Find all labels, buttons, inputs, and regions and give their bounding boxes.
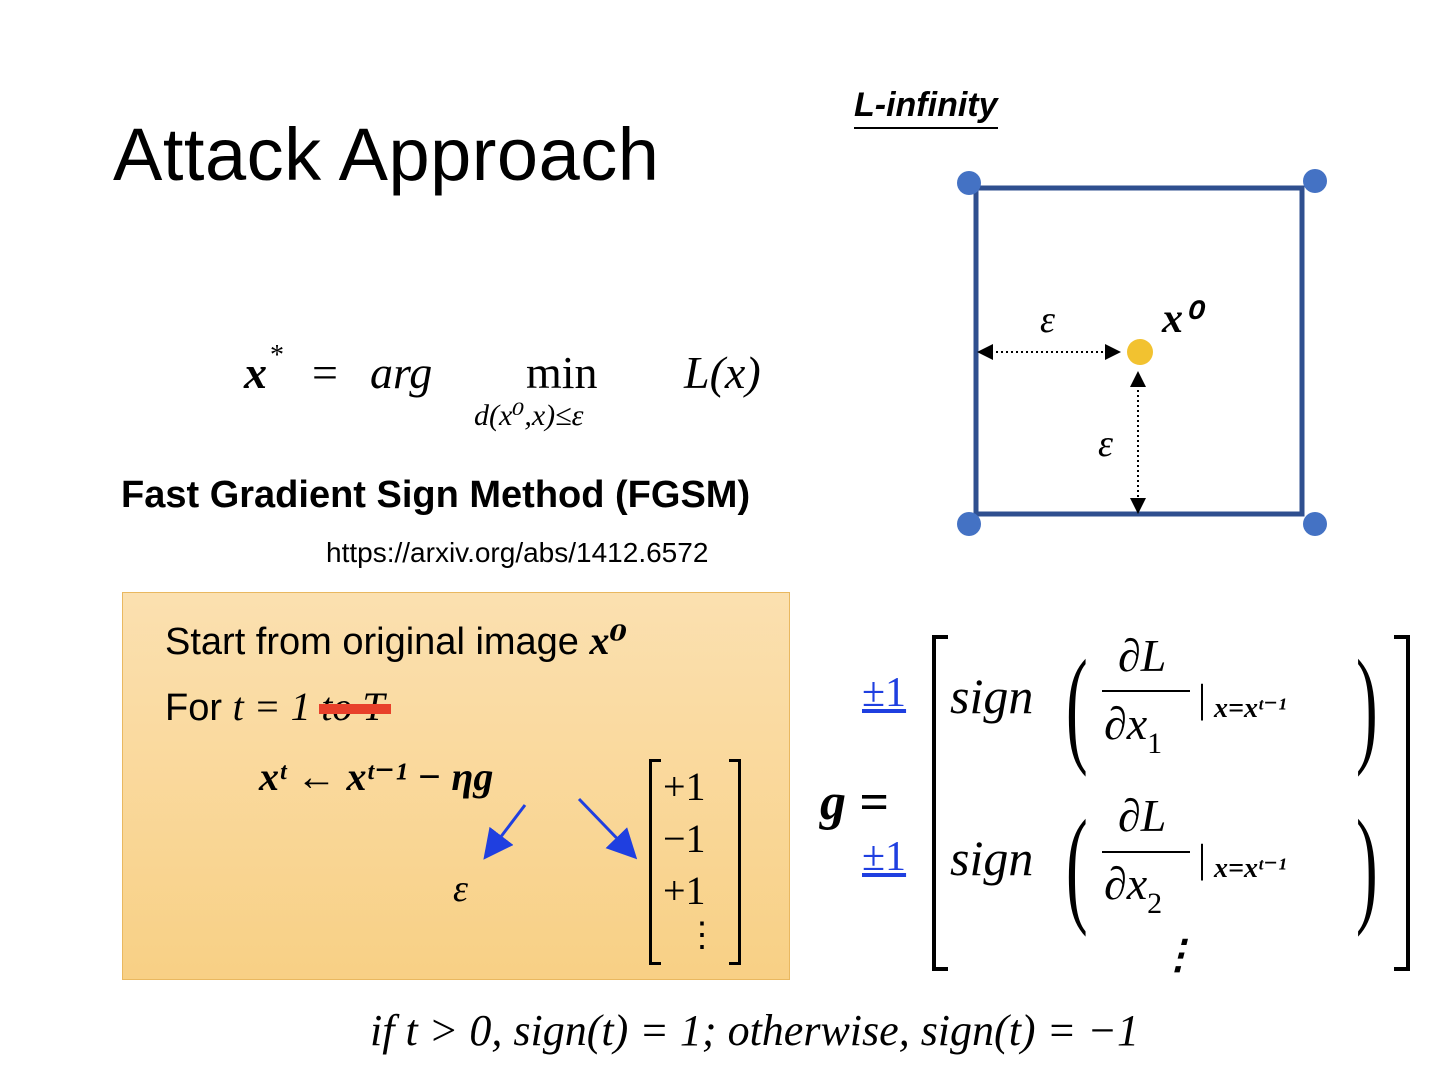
algorithm-line2-text: For xyxy=(165,687,222,729)
objective-lhs-var: x xyxy=(244,347,267,398)
gradient-ellipsis: ⋮ xyxy=(1158,932,1198,977)
objective-loss: L(x) xyxy=(684,347,761,398)
gradient-row2-den: ∂x2 xyxy=(1104,858,1163,920)
slide-title: Attack Approach xyxy=(113,113,660,196)
gradient-row2-eval: x=xᵗ⁻¹ xyxy=(1214,853,1287,884)
gradient-left-bracket xyxy=(932,635,948,971)
gradient-row1-fn: sign xyxy=(950,668,1034,724)
gradient-row2-coef: ±1 xyxy=(862,834,907,880)
method-url-link[interactable]: https://arxiv.org/abs/1412.6572 xyxy=(326,537,709,568)
gradient-row2-num: ∂L xyxy=(1118,790,1167,841)
algorithm-line2-math: t = 1 xyxy=(232,684,311,729)
gradient-row1-fraction-bar xyxy=(1102,690,1190,692)
algorithm-line1-text: Start from original image xyxy=(165,621,579,663)
objective-formula: x * = arg min d(x⁰,x)≤ε L(x) xyxy=(244,340,844,440)
linf-diagram: ε ε x⁰ xyxy=(957,169,1327,536)
algorithm-line1-var: x⁰ xyxy=(589,618,628,663)
origin-point-label: x⁰ xyxy=(1161,296,1206,342)
sign-vector-right-bracket xyxy=(729,759,741,965)
algorithm-line1: Start from original image x⁰ xyxy=(165,617,627,664)
gradient-row2-fn: sign xyxy=(950,830,1034,886)
sign-vector: +1 −1 +1 ⋮ xyxy=(649,759,741,965)
gradient-row2-lparen: ( xyxy=(1066,794,1088,938)
gradient-row1-eval-bar: | xyxy=(1198,676,1207,721)
corner-dot-bottom-right xyxy=(1303,512,1327,536)
corner-dot-top-right xyxy=(1303,169,1327,193)
objective-lhs-sup: * xyxy=(270,340,284,371)
objective-arg: arg xyxy=(370,347,433,398)
objective-constraint: d(x⁰,x)≤ε xyxy=(474,399,584,432)
gradient-row1-num: ∂L xyxy=(1118,630,1167,681)
method-title: Fast Gradient Sign Method (FGSM) xyxy=(121,474,751,516)
corner-dot-bottom-left xyxy=(957,512,981,536)
sign-vector-entry: ⋮ xyxy=(685,917,719,954)
algorithm-line2-struck: to T xyxy=(319,683,391,730)
eps-horizontal-label: ε xyxy=(1040,299,1055,341)
sign-definition: if t > 0, sign(t) = 1; otherwise, sign(t… xyxy=(370,1006,1139,1055)
arrow-to-sign-vector xyxy=(577,797,638,860)
gradient-row2-eval-bar: | xyxy=(1198,836,1207,881)
linf-square xyxy=(973,185,1305,517)
sign-vector-entry: +1 xyxy=(663,764,706,809)
corner-dot-top-left xyxy=(957,171,981,195)
gradient-right-bracket xyxy=(1394,635,1410,971)
gradient-matrix xyxy=(932,635,1410,971)
algorithm-box: Start from original image x⁰ For t = 1 t… xyxy=(122,592,790,980)
sign-vector-entry: +1 xyxy=(663,868,706,913)
gradient-row1-rparen: ) xyxy=(1356,634,1378,778)
arrow-to-epsilon xyxy=(483,804,527,860)
linf-label: L-infinity xyxy=(854,86,998,129)
eta-epsilon-label: ε xyxy=(453,868,468,910)
algorithm-line2: For t = 1 to T xyxy=(165,683,391,730)
gradient-row1-lparen: ( xyxy=(1066,634,1088,778)
origin-point xyxy=(1127,339,1153,365)
gradient-lhs: g = xyxy=(820,774,889,831)
objective-equals: = xyxy=(312,347,338,398)
gradient-row2-rparen: ) xyxy=(1356,794,1378,938)
update-arrows xyxy=(483,797,638,860)
sign-vector-left-bracket xyxy=(649,759,661,965)
update-rule: xᵗ ← xᵗ⁻¹ − ηg xyxy=(259,754,494,799)
objective-min: min xyxy=(526,347,598,398)
eps-vertical-label: ε xyxy=(1098,423,1113,465)
gradient-row1-coef: ±1 xyxy=(862,670,907,716)
sign-vector-entry: −1 xyxy=(663,816,706,861)
gradient-row1-eval: x=xᵗ⁻¹ xyxy=(1214,693,1287,724)
gradient-row1-den: ∂x1 xyxy=(1104,698,1163,760)
gradient-vector: g = ±1 sign ( ∂L ∂x1 | x=xᵗ⁻¹ ) ±1 sign … xyxy=(820,625,1420,995)
strike-bar xyxy=(319,704,391,714)
gradient-row2-fraction-bar xyxy=(1102,851,1190,853)
